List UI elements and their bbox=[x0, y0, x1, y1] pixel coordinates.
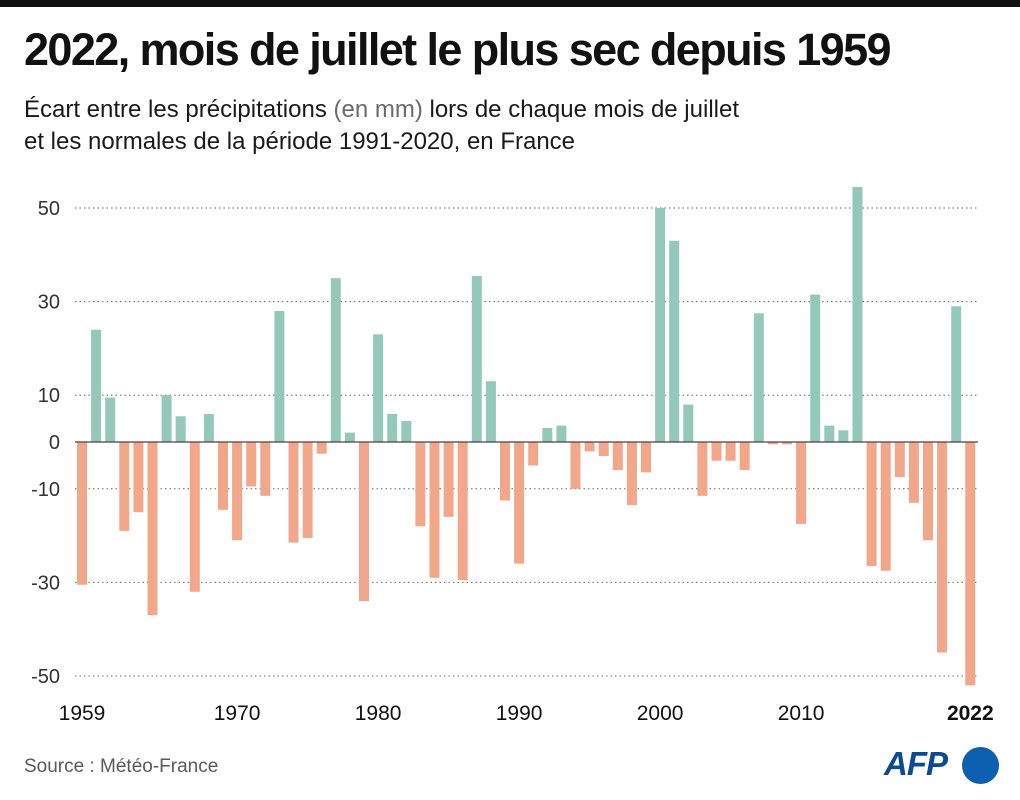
top-rule bbox=[0, 0, 1020, 7]
y-tick-label: -10 bbox=[31, 479, 60, 501]
bar bbox=[401, 420, 412, 442]
bar bbox=[697, 442, 708, 496]
bar bbox=[359, 442, 369, 602]
bar bbox=[485, 381, 496, 442]
bar bbox=[880, 442, 891, 571]
bar bbox=[584, 442, 595, 452]
bar bbox=[908, 442, 919, 503]
bar bbox=[147, 442, 158, 616]
subtitle-line-2: et les normales de la période 1991-2020,… bbox=[24, 128, 576, 155]
bar bbox=[175, 416, 186, 442]
bar bbox=[626, 442, 637, 506]
bar bbox=[274, 310, 285, 442]
y-tick-label: 30 bbox=[38, 292, 60, 314]
bar bbox=[711, 442, 722, 461]
y-tick-label: -50 bbox=[31, 666, 60, 688]
bar bbox=[669, 240, 680, 442]
bar bbox=[105, 397, 116, 442]
bar bbox=[246, 442, 257, 487]
bar bbox=[739, 442, 750, 471]
afp-logo-text: AFP bbox=[884, 745, 948, 782]
bar bbox=[894, 442, 905, 478]
source-note: Source : Météo-France bbox=[24, 756, 219, 777]
bar bbox=[302, 442, 313, 538]
y-tick-label: -30 bbox=[31, 572, 60, 594]
bar bbox=[951, 306, 962, 442]
bar bbox=[683, 404, 694, 442]
x-tick-label: 1990 bbox=[496, 702, 543, 725]
afp-logo: AFP bbox=[884, 744, 1000, 784]
bar bbox=[260, 442, 271, 496]
bar bbox=[725, 442, 736, 461]
chart-title: 2022, mois de juillet le plus sec depuis… bbox=[24, 24, 892, 75]
bar bbox=[796, 442, 807, 524]
bar bbox=[556, 425, 567, 442]
bar bbox=[612, 442, 623, 471]
x-tick-label: 1959 bbox=[59, 702, 106, 725]
bar bbox=[866, 442, 877, 567]
bar bbox=[443, 442, 454, 517]
bar bbox=[838, 430, 849, 442]
bar bbox=[641, 442, 651, 473]
afp-logo-dot bbox=[962, 747, 999, 784]
y-tick-label: 0 bbox=[49, 432, 60, 454]
bar bbox=[387, 413, 398, 442]
bar bbox=[316, 442, 327, 454]
bar bbox=[203, 413, 214, 442]
x-tick-label: 2010 bbox=[778, 702, 825, 725]
bar bbox=[471, 275, 482, 442]
bar bbox=[767, 442, 778, 445]
y-tick-label: 10 bbox=[38, 385, 60, 407]
subtitle-text: Écart entre les précipitations bbox=[24, 96, 334, 123]
bar bbox=[528, 442, 539, 466]
bar bbox=[655, 208, 666, 442]
bar bbox=[330, 278, 341, 442]
bar bbox=[598, 442, 609, 457]
bar bbox=[852, 186, 863, 442]
bar bbox=[937, 442, 948, 653]
bar-chart: 50 30 10 0 -10 -30 -50 1959 1970 1980 1990 2000 2010… bbox=[31, 186, 994, 725]
x-tick-label: 2000 bbox=[637, 702, 684, 725]
bar bbox=[161, 395, 172, 442]
bar bbox=[119, 442, 130, 531]
bar bbox=[218, 442, 228, 510]
x-tick-label: 1980 bbox=[355, 702, 402, 725]
bar bbox=[542, 427, 553, 442]
bar bbox=[810, 294, 821, 442]
bar bbox=[288, 442, 299, 543]
bar bbox=[344, 432, 355, 442]
bar bbox=[923, 442, 933, 541]
bar bbox=[457, 442, 468, 581]
bar bbox=[429, 442, 440, 578]
bar bbox=[782, 442, 792, 445]
bar bbox=[570, 442, 581, 489]
chart-subtitle: Écart entre les précipitations (en mm) l… bbox=[24, 94, 739, 158]
bar bbox=[965, 442, 976, 686]
bar bbox=[91, 329, 102, 442]
subtitle-unit: (en mm) bbox=[333, 96, 423, 123]
y-tick-label: 50 bbox=[38, 198, 60, 220]
bar bbox=[753, 313, 764, 442]
bar bbox=[189, 442, 200, 592]
subtitle-line-1: Écart entre les précipitations (en mm) l… bbox=[24, 94, 739, 126]
bar bbox=[500, 442, 510, 501]
bar bbox=[77, 442, 87, 585]
bar bbox=[415, 442, 426, 527]
bar bbox=[373, 334, 384, 442]
subtitle-text-end: lors de chaque mois de juillet bbox=[422, 96, 739, 123]
bar bbox=[824, 425, 835, 442]
x-tick-label: 2022 bbox=[947, 702, 994, 725]
bar bbox=[514, 442, 525, 564]
bar bbox=[232, 442, 243, 541]
x-tick-label: 1970 bbox=[214, 702, 261, 725]
bar bbox=[133, 442, 144, 513]
